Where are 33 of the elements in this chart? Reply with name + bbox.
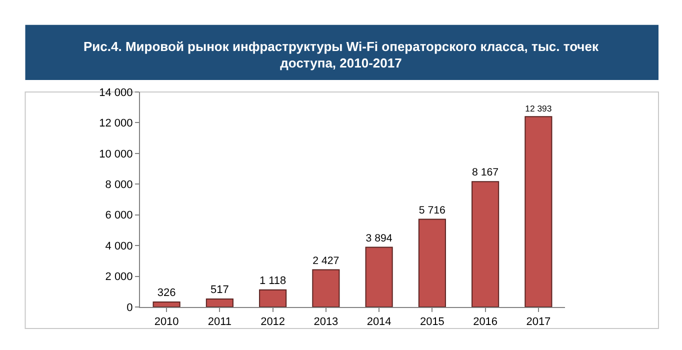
y-tick-label: 14 000 bbox=[99, 86, 133, 99]
bar bbox=[312, 269, 340, 307]
bar bbox=[472, 181, 500, 307]
y-tick-label: 12 000 bbox=[99, 118, 133, 130]
x-tick-label: 2015 bbox=[420, 316, 444, 328]
data-label: 3 894 bbox=[366, 232, 392, 244]
bar bbox=[152, 301, 180, 307]
y-tick-label: 8 000 bbox=[105, 178, 133, 191]
y-tick-label: 2 000 bbox=[105, 271, 133, 284]
y-tick-label: 6 000 bbox=[105, 210, 133, 222]
x-tick-label: 2010 bbox=[154, 316, 179, 328]
data-label: 1 118 bbox=[260, 274, 286, 287]
x-tick-label: 2014 bbox=[366, 316, 392, 328]
data-label: 326 bbox=[157, 286, 176, 299]
x-tick-label: 2011 bbox=[208, 316, 232, 328]
x-tick-label: 2013 bbox=[314, 316, 338, 328]
data-label: 2 427 bbox=[312, 254, 340, 267]
y-tick-label: 0 bbox=[126, 302, 133, 314]
chart-title: Рис.4. Мировой рынок инфраструктуры Wi-Fi операторского класса, тыс. точек доступа, 2010-2017 bbox=[84, 38, 599, 71]
data-label: 12 393 bbox=[525, 103, 552, 114]
y-tick-label: 4 000 bbox=[105, 240, 133, 252]
x-tick-label: 2016 bbox=[473, 316, 498, 328]
bar bbox=[206, 298, 234, 307]
data-label: 517 bbox=[210, 284, 229, 296]
data-label: 8 167 bbox=[472, 166, 499, 179]
bar bbox=[524, 116, 552, 307]
bar bbox=[418, 218, 446, 307]
x-tick-label: 2017 bbox=[526, 316, 551, 328]
y-tick-label: 10 000 bbox=[99, 148, 133, 160]
data-label: 5 716 bbox=[418, 204, 446, 216]
x-tick-label: 2012 bbox=[260, 316, 286, 328]
bar bbox=[259, 289, 287, 307]
bar bbox=[365, 246, 393, 307]
